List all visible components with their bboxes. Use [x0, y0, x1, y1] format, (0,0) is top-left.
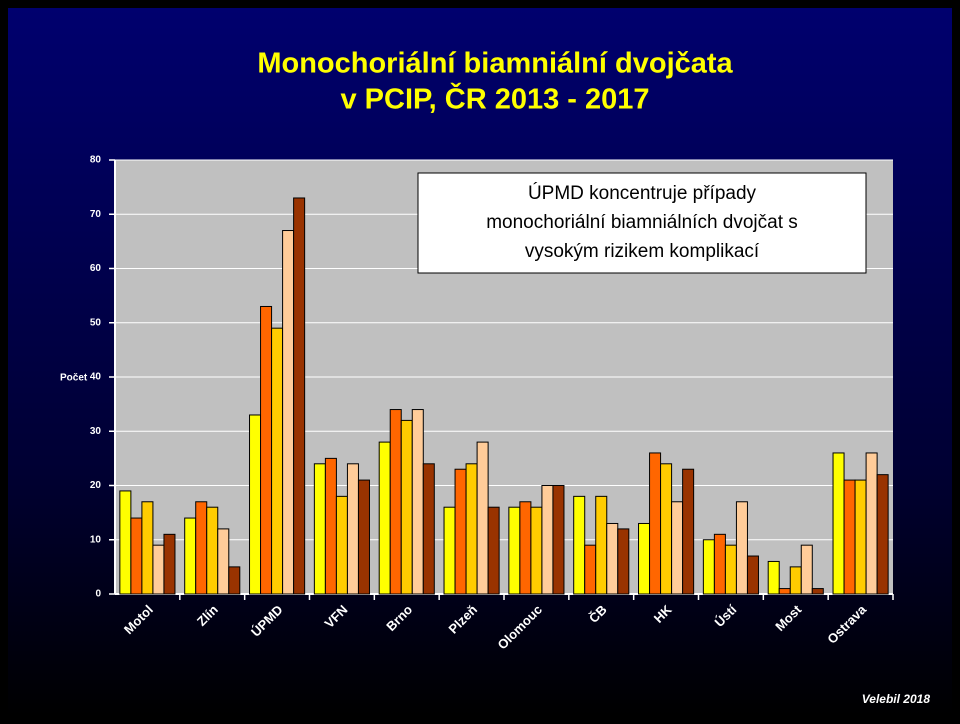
- bar: [767, 560, 780, 595]
- bar: [389, 409, 402, 595]
- bar: [195, 501, 208, 595]
- bar: [735, 501, 748, 595]
- bar: [584, 544, 597, 595]
- chart-title: v PCIP, ČR 2013 - 2017: [341, 82, 650, 116]
- annotation-box: [417, 172, 867, 274]
- y-tick-label: 80: [90, 155, 102, 166]
- bar: [141, 501, 154, 595]
- y-tick-label: 40: [90, 372, 102, 383]
- bar: [217, 528, 230, 595]
- bar: [671, 501, 684, 595]
- y-tick-label: 60: [90, 263, 102, 274]
- bar: [552, 485, 565, 595]
- bar: [152, 544, 165, 595]
- bar: [746, 555, 759, 595]
- bar: [595, 495, 608, 595]
- bar: [324, 457, 337, 595]
- bar: [800, 544, 813, 595]
- bar: [832, 452, 845, 595]
- bar: [713, 533, 726, 595]
- bar: [649, 452, 662, 595]
- bar: [865, 452, 878, 595]
- bar: [282, 230, 295, 595]
- bar: [249, 414, 262, 595]
- bar: [260, 305, 273, 595]
- bar: [778, 588, 791, 595]
- bar: [811, 588, 824, 595]
- bar: [573, 495, 586, 595]
- footer: Velebil 2018: [862, 692, 931, 706]
- bar: [541, 485, 554, 595]
- bar: [724, 544, 737, 595]
- bar: [476, 441, 489, 595]
- y-tick-label: 30: [90, 426, 102, 437]
- bar: [854, 479, 867, 595]
- y-axis-label: Počet: [60, 373, 88, 384]
- annotation: monochoriální biamniálních dvojčat s: [486, 212, 798, 233]
- bar: [606, 522, 619, 595]
- bar: [530, 506, 543, 595]
- bar: [184, 517, 197, 595]
- bar: [313, 463, 326, 595]
- bar: [702, 539, 715, 595]
- bar: [411, 409, 424, 595]
- bar: [400, 419, 413, 595]
- annotation: ÚPMD koncentruje případy: [528, 182, 757, 204]
- bar: [378, 441, 391, 595]
- bar: [163, 533, 176, 595]
- annotation: vysokým rizikem komplikací: [525, 241, 760, 262]
- bar: [465, 463, 478, 595]
- bar: [487, 506, 500, 595]
- bar: [789, 566, 802, 595]
- bar: [346, 463, 359, 595]
- bar: [876, 474, 889, 595]
- bar: [228, 566, 241, 595]
- bar: [617, 528, 630, 595]
- y-tick-label: 70: [90, 209, 102, 220]
- bar: [443, 506, 456, 595]
- y-tick-label: 0: [95, 589, 101, 600]
- bar: [293, 197, 306, 595]
- y-tick-label: 20: [90, 480, 102, 491]
- bar: [682, 468, 695, 595]
- bar: [357, 479, 370, 595]
- bar: [519, 501, 532, 595]
- bar: [660, 463, 673, 595]
- bar: [843, 479, 856, 595]
- bar: [508, 506, 521, 595]
- chart-title: Monochoriální biamniální dvojčata: [257, 48, 733, 80]
- bar: [638, 522, 651, 595]
- bar: [271, 327, 284, 595]
- y-tick-label: 10: [90, 534, 102, 545]
- bar: [119, 490, 132, 595]
- bar: [454, 468, 467, 595]
- bar: [130, 517, 143, 595]
- y-tick-label: 50: [90, 317, 102, 328]
- bar: [206, 506, 219, 595]
- bar: [335, 495, 348, 595]
- bar: [422, 463, 435, 595]
